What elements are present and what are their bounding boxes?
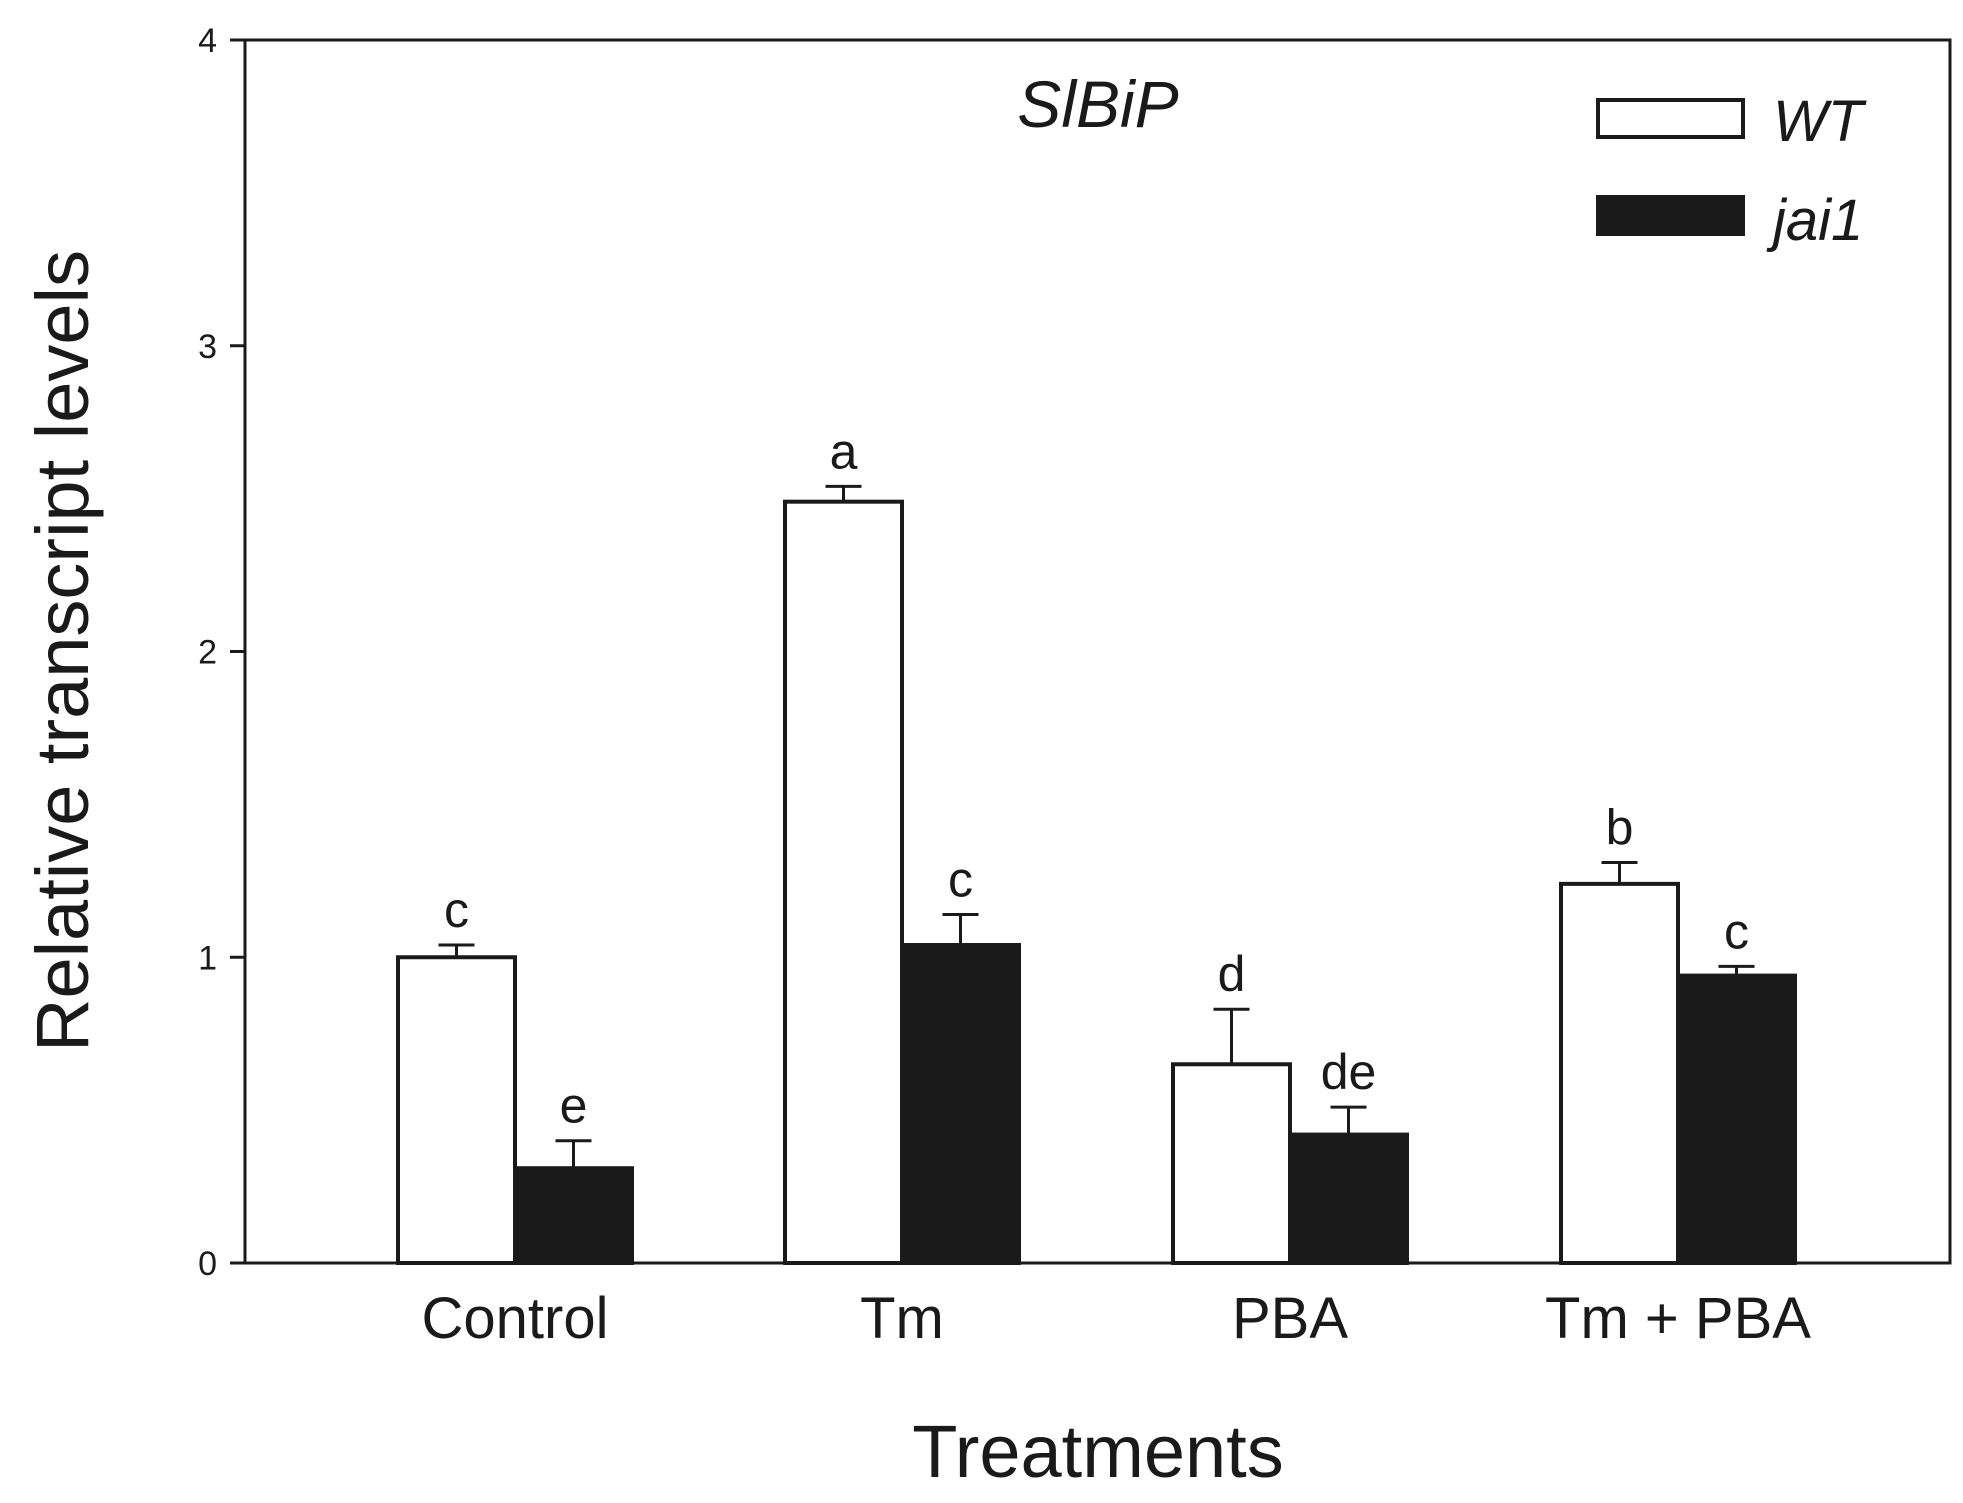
sig-letter-WT-3: b — [1606, 799, 1634, 855]
sig-letter-jai1-0: e — [560, 1078, 588, 1134]
y-tick-label-4: 4 — [198, 22, 217, 60]
bar-WT-3 — [1559, 881, 1680, 1265]
y-tick-label-0: 0 — [198, 1245, 217, 1283]
bars-group: c a d b e c de c — [396, 423, 1797, 1266]
x-axis: Control Tm PBA Tm + PBA — [422, 1286, 1812, 1351]
sig-letter-jai1-3: c — [1724, 903, 1749, 959]
legend-label-wt: WT — [1773, 89, 1867, 154]
y-axis: 0 1 2 3 4 — [198, 22, 245, 1283]
bar-jai1-0 — [513, 1166, 634, 1266]
sig-letter-jai1-1: c — [948, 851, 973, 907]
x-axis-title: Treatments — [912, 1410, 1283, 1493]
y-axis-title: Relative transcript levels — [21, 250, 104, 1052]
bar-jai1-1 — [900, 943, 1021, 1266]
bar-WT-1 — [783, 499, 904, 1265]
y-tick-label-3: 3 — [198, 328, 217, 366]
legend-label-jai1: jai1 — [1766, 188, 1863, 253]
sig-letter-jai1-2: de — [1321, 1044, 1377, 1100]
x-category-label-2: PBA — [1232, 1286, 1348, 1351]
x-category-label-0: Control — [422, 1286, 609, 1351]
bar-WT-0 — [396, 955, 517, 1265]
sig-letter-WT-2: d — [1218, 946, 1246, 1002]
chart-title: SlBiP — [1017, 67, 1178, 141]
sig-letter-WT-0: c — [444, 882, 469, 938]
x-category-label-3: Tm + PBA — [1545, 1286, 1811, 1351]
bar-jai1-3 — [1676, 973, 1797, 1265]
legend-swatch-wt — [1596, 98, 1745, 139]
bar-WT-2 — [1171, 1062, 1292, 1265]
y-tick-label-2: 2 — [198, 634, 217, 672]
legend-swatch-jai1 — [1596, 195, 1745, 236]
sig-letter-WT-1: a — [830, 423, 858, 479]
y-tick-label-1: 1 — [198, 939, 217, 977]
bar-jai1-2 — [1288, 1132, 1409, 1265]
x-category-label-1: Tm — [860, 1286, 944, 1351]
legend: WT jai1 — [1596, 89, 1867, 253]
